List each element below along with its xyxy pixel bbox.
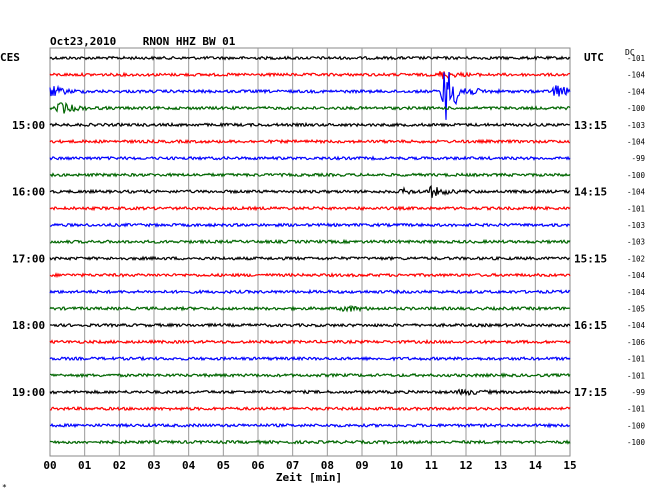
trace-line <box>49 355 571 362</box>
footer-mark: * <box>2 483 7 492</box>
trace-line <box>49 255 571 262</box>
trace-line <box>49 138 571 145</box>
dc-offset-label: -99 <box>631 388 645 397</box>
right-time-label: 14:15 <box>574 186 607 199</box>
x-tick-label: 11 <box>425 459 439 472</box>
dc-offset-label: -104 <box>627 71 646 80</box>
right-time-label: 13:15 <box>574 119 607 132</box>
x-tick-label: 01 <box>78 459 92 472</box>
x-tick-label: 04 <box>182 459 196 472</box>
trace-line <box>49 388 571 397</box>
x-tick-label: 07 <box>286 459 299 472</box>
trace-line <box>49 305 571 313</box>
trace-line <box>49 71 571 80</box>
trace-line <box>49 155 571 161</box>
trace-line <box>49 405 571 412</box>
dc-offset-label: -104 <box>627 188 646 197</box>
left-time-label: 19:00 <box>12 386 45 399</box>
dc-offset-label: -100 <box>627 104 646 113</box>
right-time-label: 16:15 <box>574 319 607 332</box>
dc-offset-label: -100 <box>627 438 646 447</box>
trace-line <box>49 55 571 61</box>
x-tick-label: 03 <box>147 459 160 472</box>
trace-line <box>49 71 571 120</box>
right-time-labels: 13:15 14:15 15:15 16:15 17:15 <box>574 119 607 399</box>
trace-line <box>49 101 571 114</box>
x-tick-label: 15 <box>563 459 576 472</box>
trace-line <box>49 288 571 295</box>
dc-offset-label: -105 <box>627 305 645 314</box>
trace-line <box>49 172 571 178</box>
trace-line <box>49 338 571 345</box>
trace-line <box>49 121 571 128</box>
left-time-label: 16:00 <box>12 186 45 199</box>
plot-frame <box>49 47 571 457</box>
x-tick-labels: 00 01 02 03 04 05 06 07 08 09 10 11 12 13 14 15 <box>43 459 576 472</box>
dc-offset-labels: -101 -104 -104 -100 -103 -104 -99 -100 -104 -101 -… <box>627 54 646 447</box>
dc-label: DC <box>625 48 635 57</box>
trace-line <box>49 372 571 379</box>
x-axis-label: Zeit [min] <box>276 471 342 484</box>
left-time-label: 15:00 <box>12 119 45 132</box>
dc-offset-label: -104 <box>627 87 646 96</box>
dc-offset-label: -106 <box>627 338 646 347</box>
dc-offset-label: -100 <box>627 421 646 430</box>
trace-line <box>49 205 571 212</box>
trace-line <box>49 238 571 245</box>
x-tick-label: 06 <box>251 459 265 472</box>
x-tick-label: 14 <box>529 459 543 472</box>
left-axis-label: CES <box>0 51 20 64</box>
trace-line <box>49 322 571 329</box>
x-tick-label: 08 <box>321 459 334 472</box>
x-tick-label: 10 <box>390 459 403 472</box>
trace-line <box>49 439 571 445</box>
grid <box>49 47 571 457</box>
right-axis-label: UTC <box>584 51 604 64</box>
trace-line <box>49 272 571 279</box>
left-time-labels: 15:00 16:00 17:00 18:00 19:00 <box>12 119 45 399</box>
left-time-label: 17:00 <box>12 252 45 265</box>
dc-offset-label: -103 <box>627 221 645 230</box>
dc-offset-label: -99 <box>631 154 645 163</box>
x-tick-label: 05 <box>217 459 230 472</box>
dc-offset-label: -101 <box>627 371 645 380</box>
dc-offset-label: -101 <box>627 355 645 364</box>
dc-offset-label: -104 <box>627 271 646 280</box>
dc-offset-label: -103 <box>627 121 645 130</box>
dc-offset-label: -104 <box>627 321 646 330</box>
dc-offset-label: -101 <box>627 54 645 63</box>
x-tick-label: 00 <box>43 459 56 472</box>
traces <box>49 55 571 445</box>
x-tick-label: 12 <box>459 459 472 472</box>
dc-offset-label: -103 <box>627 238 645 247</box>
dc-offset-label: -100 <box>627 171 646 180</box>
right-time-label: 17:15 <box>574 386 607 399</box>
trace-line <box>49 184 571 198</box>
dc-offset-label: -104 <box>627 138 646 147</box>
trace-line <box>49 422 571 429</box>
trace-line <box>49 222 571 228</box>
left-time-label: 18:00 <box>12 319 45 332</box>
x-tick-label: 13 <box>494 459 507 472</box>
x-tick-label: 02 <box>113 459 126 472</box>
x-tick-label: 09 <box>355 459 368 472</box>
dc-offset-label: -101 <box>627 405 645 414</box>
dc-offset-label: -101 <box>627 204 645 213</box>
right-time-label: 15:15 <box>574 252 607 265</box>
dc-offset-label: -102 <box>627 254 645 263</box>
dc-offset-label: -104 <box>627 288 646 297</box>
chart-title: Oct23,2010 RNON HHZ BW 01 <box>50 35 236 48</box>
